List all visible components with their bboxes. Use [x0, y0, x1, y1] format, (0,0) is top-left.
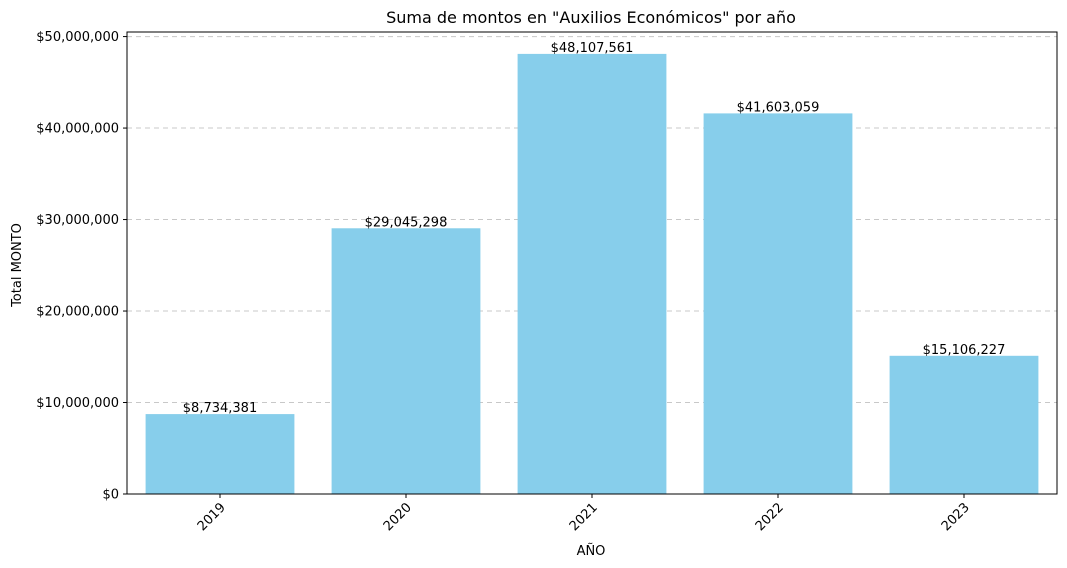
y-tick-label: $0 [102, 488, 119, 503]
y-tick-label: $50,000,000 [36, 30, 119, 45]
bar-2023 [889, 355, 1039, 494]
data-label-2020: $29,045,298 [365, 215, 448, 230]
y-tick-label: $30,000,000 [36, 213, 119, 228]
y-axis-ticks: $0 $10,000,000 $20,000,000 $30,000,000 $40,0… [36, 30, 127, 503]
x-tick-label-2021: 2021 [567, 500, 601, 534]
x-tick-label-2019: 2019 [195, 500, 229, 534]
x-tick-label-2020: 2020 [381, 500, 415, 534]
bars [145, 53, 1039, 494]
y-tick-label: $40,000,000 [36, 122, 119, 137]
chart-title: Suma de montos en "Auxilios Económicos" … [386, 8, 796, 27]
y-tick-label: $20,000,000 [36, 305, 119, 320]
data-label-2023: $15,106,227 [923, 343, 1006, 358]
data-label-2021: $48,107,561 [551, 41, 634, 56]
y-tick-label: $10,000,000 [36, 396, 119, 411]
x-axis-label: AÑO [577, 543, 606, 559]
data-label-2019: $8,734,381 [183, 401, 257, 416]
x-axis-ticks: 2019 2020 2021 2022 2023 [195, 494, 973, 534]
data-label-2022: $41,603,059 [737, 100, 820, 115]
y-axis-label: Total MONTO [10, 223, 25, 308]
x-tick-label-2023: 2023 [939, 500, 973, 534]
bar-2022 [703, 113, 853, 494]
bar-2019 [145, 414, 295, 494]
x-tick-label-2022: 2022 [753, 500, 787, 534]
bar-2020 [331, 228, 481, 494]
data-labels: $8,734,381 $29,045,298 $48,107,561 $41,603,… [183, 41, 1006, 416]
bar-2021 [517, 53, 667, 494]
